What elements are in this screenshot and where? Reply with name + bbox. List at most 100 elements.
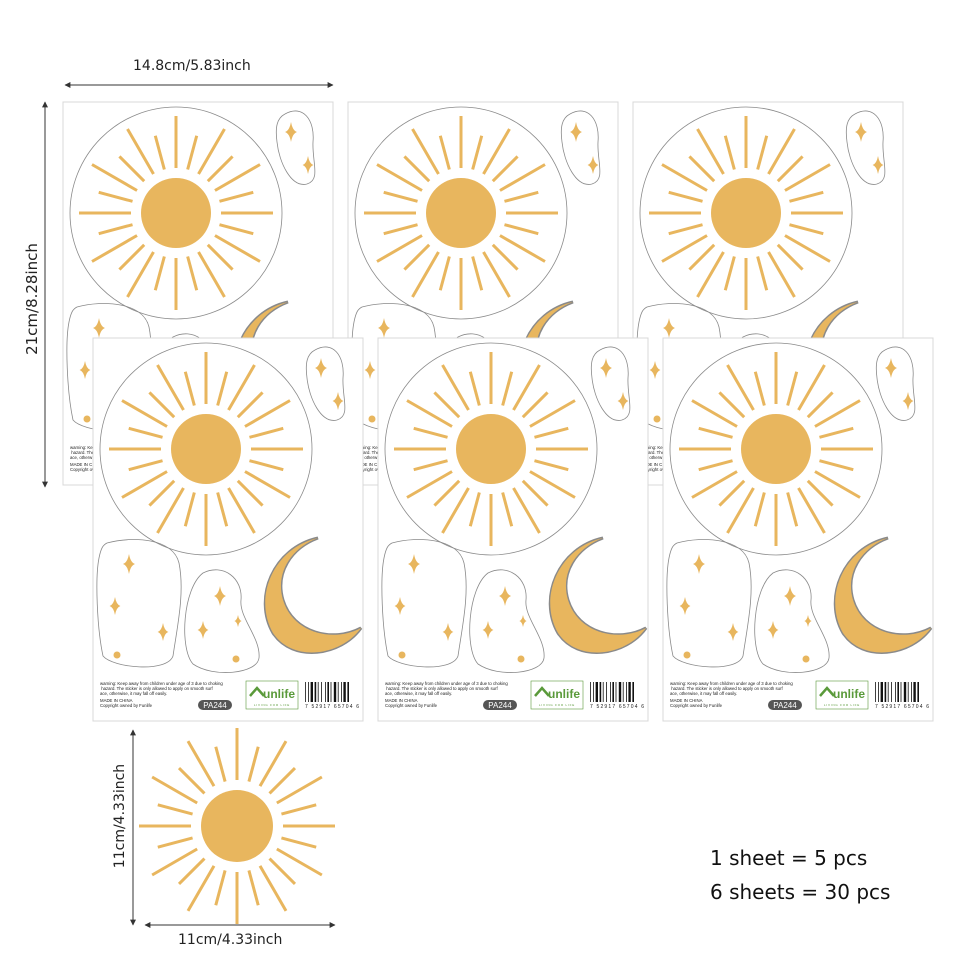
- star-sticker-outline: [875, 346, 916, 421]
- sun-ray: [118, 243, 146, 271]
- origin-text: MADE IN CHINA: [670, 698, 703, 703]
- barcode-bar: [590, 682, 591, 702]
- sun-disc: [201, 790, 273, 862]
- warning-line: hazard. The sticker is only allowed to a…: [385, 686, 498, 691]
- sun-ray: [406, 470, 453, 499]
- sparkle-star-icon: [285, 122, 297, 142]
- sun-ray: [668, 223, 703, 236]
- sun-ray: [383, 190, 418, 203]
- sun-graphic: [139, 728, 335, 924]
- star-sticker-outline: [560, 110, 601, 185]
- sun-ray: [806, 479, 834, 507]
- sun-ray: [441, 487, 470, 534]
- sun-ray: [281, 836, 317, 849]
- barcode-bar: [913, 682, 916, 702]
- sun-ray: [276, 847, 323, 877]
- barcode-bar: [330, 682, 332, 702]
- sheet-background: [92, 337, 364, 722]
- dot: [517, 655, 525, 663]
- product-code-badge: [768, 700, 802, 710]
- brand-logo-box: [815, 680, 869, 710]
- sun-ray: [197, 128, 226, 175]
- sun-ray: [433, 479, 461, 507]
- sun-graphic: [109, 352, 303, 546]
- sun-ray: [471, 135, 484, 170]
- barcode-number: 7 52917 65704 6: [875, 704, 929, 710]
- sun-ray: [661, 234, 708, 263]
- sheet-width-label: 14.8cm/5.83inch: [133, 58, 251, 74]
- sun-ray: [128, 426, 163, 439]
- house-logo-icon: [534, 686, 550, 697]
- sun-ray: [696, 251, 725, 298]
- barcode-bar: [347, 682, 349, 702]
- warning-line: hazard. The sticker is only allowed to a…: [100, 686, 213, 691]
- sun-ray: [258, 740, 288, 787]
- sparkle-star-icon: [649, 361, 661, 379]
- sun-disc: [456, 414, 526, 484]
- barcode-bar: [337, 682, 339, 702]
- barcode-bar: [615, 682, 617, 702]
- house-logo-icon: [249, 686, 265, 697]
- barcode-bar: [907, 682, 909, 702]
- sparkle-star-icon: [123, 554, 135, 574]
- sun-ray: [501, 371, 514, 406]
- sticker-sheet: warning: Keep away from children under a…: [662, 337, 934, 722]
- sun-ray: [383, 223, 418, 236]
- sun-ray: [216, 492, 229, 527]
- sun-cut-outline: [639, 106, 853, 320]
- barcode-bar: [875, 682, 876, 702]
- sun-ray: [227, 364, 256, 411]
- dot: [683, 651, 691, 659]
- brand-tagline: LIVING FOR LIFE: [254, 703, 290, 707]
- sparkle-star-icon: [679, 597, 691, 615]
- sparkle-star-icon: [234, 615, 242, 627]
- sun-ray: [433, 391, 461, 419]
- sun-ray: [214, 234, 261, 263]
- barcode-number: 7 52917 65704 6: [305, 704, 359, 710]
- house-logo-icon: [819, 686, 835, 697]
- sun-cut-outline: [384, 342, 598, 556]
- origin-text: MADE IN CHINA: [355, 462, 388, 467]
- sun-ray: [244, 470, 291, 499]
- barcode-bar: [628, 682, 631, 702]
- sun-ray: [177, 857, 206, 886]
- sun-disc: [426, 178, 496, 248]
- sun-ray: [276, 775, 323, 805]
- sun-ray: [482, 128, 511, 175]
- barcode-bar: [327, 682, 329, 702]
- sparkle-star-icon: [442, 623, 454, 641]
- sparkle-star-icon: [855, 122, 867, 142]
- warning-line: ace, otherwise, it may fall off easily.: [385, 691, 452, 696]
- barcode-bar: [911, 682, 912, 702]
- sun-disc: [711, 178, 781, 248]
- star-sticker-outline: [275, 110, 316, 185]
- barcode-bar: [343, 682, 346, 702]
- sun-ray: [698, 426, 733, 439]
- sun-ray: [767, 128, 796, 175]
- sun-disc: [141, 178, 211, 248]
- dot: [802, 655, 810, 663]
- product-code-text: PA244: [773, 701, 797, 710]
- sun-ray: [214, 746, 227, 782]
- product-code-badge: [198, 700, 232, 710]
- sun-ray: [121, 470, 168, 499]
- sun-ray: [177, 766, 206, 795]
- sun-ray: [186, 740, 216, 787]
- sparkle-star-icon: [499, 586, 511, 606]
- warning-line: ace, otherwise, it may fall off easily.: [670, 691, 737, 696]
- sun-ray: [776, 155, 804, 183]
- barcode-bar: [878, 682, 879, 702]
- sun-ray: [148, 391, 176, 419]
- sun-ray: [206, 243, 234, 271]
- sun-disc: [171, 414, 241, 484]
- moon-icon: [265, 538, 361, 653]
- sun-ray: [411, 251, 440, 298]
- barcode-bar: [891, 682, 892, 702]
- sun-graphic: [79, 116, 273, 310]
- sparkle-star-icon: [79, 361, 91, 379]
- sparkle-star-icon: [519, 615, 527, 627]
- sun-ray: [186, 865, 216, 912]
- dot: [653, 415, 661, 423]
- sun-ray: [726, 487, 755, 534]
- sparkle-star-icon: [109, 597, 121, 615]
